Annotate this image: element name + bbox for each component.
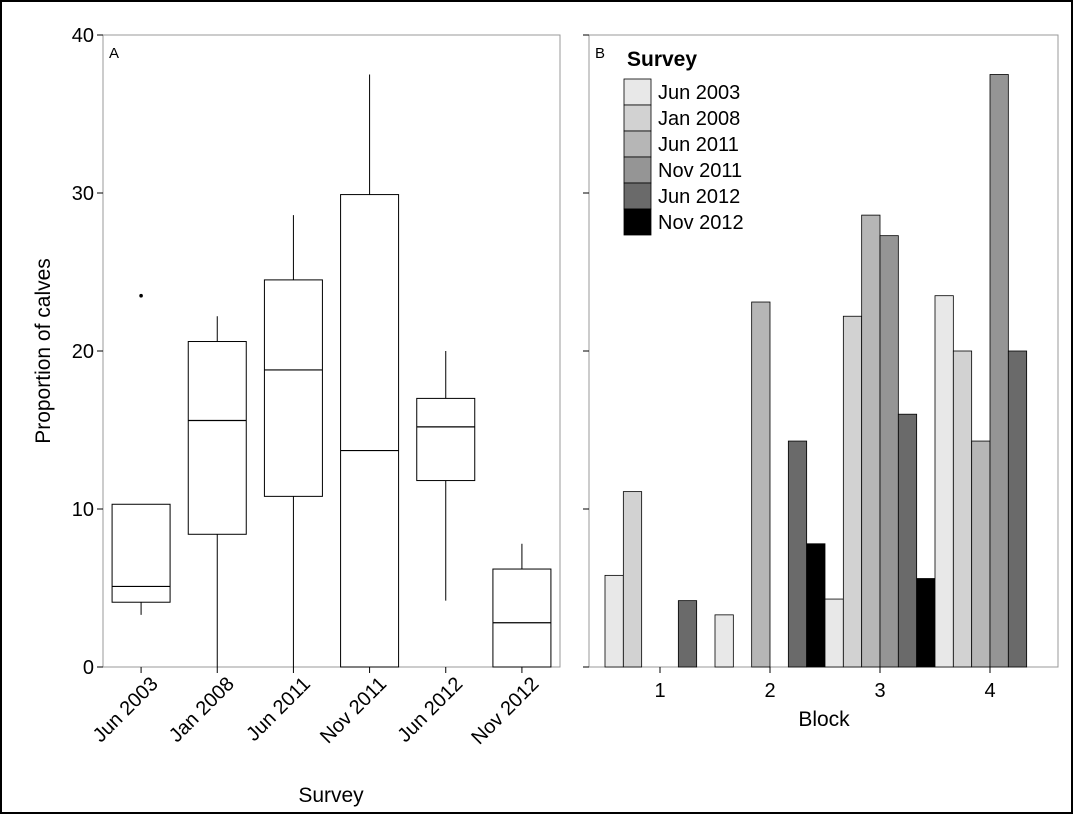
- legend-title: Survey: [627, 48, 697, 71]
- box-body: [340, 194, 400, 668]
- box-1: [111, 293, 171, 615]
- bar: [952, 350, 973, 668]
- legend-swatch: [623, 104, 652, 132]
- x-tick-label: 2: [764, 680, 775, 702]
- panel-b-x-axis-title: Block: [798, 708, 850, 731]
- box-body: [187, 341, 247, 535]
- bar: [751, 301, 771, 668]
- panel-b-bars: [604, 74, 1028, 668]
- bar: [934, 295, 954, 668]
- bar: [897, 413, 918, 668]
- panel-b-x-axis: 1 2 3 4: [654, 667, 996, 702]
- y-tick-label: 10: [72, 499, 94, 521]
- y-tick-label: 0: [83, 657, 94, 679]
- x-tick-label: 4: [984, 680, 995, 702]
- legend-swatch: [623, 156, 652, 184]
- bar: [677, 600, 698, 668]
- x-tick-label: 1: [654, 680, 665, 702]
- legend-item: Jan 2008: [623, 104, 740, 132]
- y-tick-label: 30: [72, 183, 94, 205]
- legend-item: Jun 2003: [623, 78, 740, 106]
- bar: [622, 491, 643, 668]
- x-tick-label: 3: [874, 680, 885, 702]
- bar: [879, 235, 899, 668]
- legend-swatch: [623, 208, 652, 236]
- box-body: [263, 279, 323, 497]
- box-2: [187, 316, 247, 667]
- legend-item: Jun 2011: [623, 130, 739, 158]
- bar: [604, 574, 624, 668]
- bar: [787, 440, 808, 668]
- panel-a-y-axis: 0 10 20 30 40: [72, 25, 103, 679]
- panel-b-label: B: [595, 45, 605, 62]
- bar-group-block-4: [934, 74, 1028, 668]
- box-3: [263, 215, 323, 667]
- legend-item: Jun 2012: [623, 182, 740, 210]
- legend-swatch: [623, 130, 652, 158]
- legend-items: Jun 2003 Jan 2008 Jun 2011 Nov 2011 Jun 2012…: [623, 78, 744, 236]
- box-body: [492, 568, 552, 668]
- bar: [1007, 350, 1028, 668]
- legend-item: Nov 2012: [623, 208, 744, 236]
- legend-swatch: [623, 78, 652, 106]
- panel-a-boxes: [111, 74, 552, 668]
- panel-b-y-ticks: [583, 34, 589, 668]
- legend-item: Nov 2011: [623, 156, 742, 184]
- bar: [824, 598, 844, 668]
- bar: [971, 440, 991, 668]
- bar: [916, 578, 936, 668]
- bar-group-block-3: [824, 214, 936, 668]
- bar: [806, 543, 826, 668]
- legend-label: Jun 2012: [658, 186, 740, 208]
- y-tick-label: 20: [72, 341, 94, 363]
- legend-label: Jun 2011: [658, 134, 739, 156]
- legend-label: Jun 2003: [658, 82, 740, 104]
- box-body: [111, 503, 171, 603]
- box-body: [416, 397, 476, 482]
- panel-a-label: A: [109, 45, 119, 62]
- legend-label: Jan 2008: [658, 108, 740, 130]
- bar: [714, 614, 734, 668]
- y-tick-label: 40: [72, 25, 94, 47]
- bar: [989, 74, 1009, 668]
- box-outlier: [139, 293, 143, 298]
- legend-label: Nov 2011: [658, 160, 742, 182]
- box-6: [492, 543, 552, 668]
- box-4: [340, 74, 400, 668]
- bar: [861, 214, 881, 668]
- panel-a-x-axis-title: Survey: [298, 784, 364, 807]
- box-5: [416, 351, 476, 601]
- bar-group-block-1: [604, 491, 698, 668]
- legend-label: Nov 2012: [658, 212, 744, 234]
- y-axis-title: Proportion of calves: [32, 258, 55, 444]
- bar-group-block-2: [714, 301, 826, 668]
- legend-swatch: [623, 182, 652, 210]
- bar: [842, 315, 863, 668]
